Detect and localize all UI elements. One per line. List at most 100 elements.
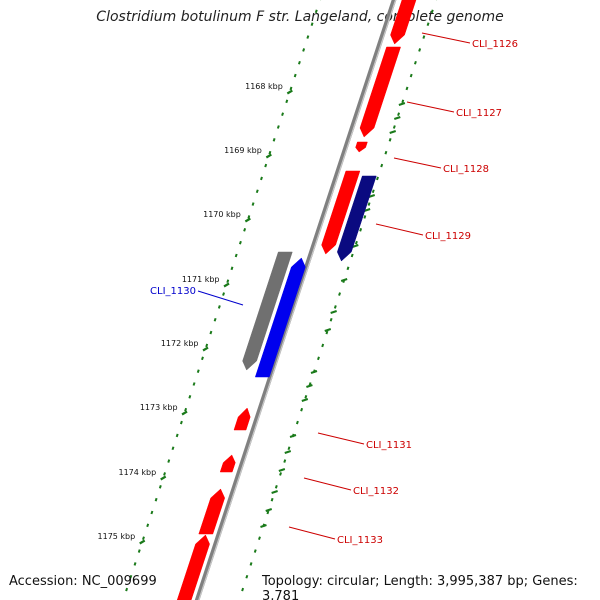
- backbone-highlight: [198, 0, 397, 600]
- tick-dot: [205, 343, 209, 348]
- tick-dot: [367, 202, 371, 206]
- minor-tick-mark: [324, 328, 332, 332]
- kbp-tick-label: 1174 kbp: [119, 468, 157, 477]
- kbp-tick-label: 1173 kbp: [140, 403, 178, 412]
- tick-dot: [325, 330, 329, 335]
- tick-dot: [321, 343, 325, 348]
- kbp-tick-mark: [139, 539, 146, 545]
- minor-tick-mark: [289, 434, 297, 438]
- gene-cli-1131: [233, 407, 251, 431]
- genome-backbone: [194, 0, 397, 600]
- label-cli-1133-leader: [288, 526, 336, 540]
- label-cli-1129[interactable]: CLI_1129: [425, 231, 471, 242]
- minor-tick-mark: [398, 102, 406, 106]
- tick-dot: [241, 587, 245, 592]
- tick-dot: [289, 86, 293, 91]
- tick-dot: [192, 382, 196, 386]
- tick-dot: [245, 574, 249, 579]
- minor-tick-mark: [340, 278, 348, 282]
- tick-dot: [167, 459, 171, 463]
- tick-dot: [430, 9, 434, 14]
- tick-dot: [401, 99, 405, 104]
- gene-cli-1129-red: [321, 170, 361, 255]
- gene-cli-1133: [198, 488, 225, 535]
- tick-dot: [268, 150, 272, 155]
- tick-dot: [272, 138, 276, 142]
- tick-dot: [274, 484, 278, 489]
- kbp-tick-label: 1175 kbp: [98, 532, 136, 541]
- tick-dot: [285, 99, 289, 104]
- tick-dot: [283, 459, 287, 463]
- tick-dot: [405, 86, 409, 91]
- gene-cli-1130: [254, 257, 306, 378]
- tick-dot: [142, 536, 145, 541]
- minor-tick-mark: [265, 508, 273, 512]
- tick-dot: [247, 215, 251, 219]
- tick-dot: [359, 227, 363, 232]
- tick-dot: [163, 472, 166, 476]
- tick-dot: [409, 73, 413, 78]
- tick-dot: [234, 253, 238, 258]
- tick-dot: [266, 510, 270, 515]
- label-cli-1126[interactable]: CLI_1126: [472, 39, 518, 50]
- label-cli-1131-leader: [317, 432, 365, 445]
- minor-tick-mark: [271, 490, 278, 494]
- tick-dot: [243, 227, 247, 232]
- tick-dot: [426, 22, 430, 27]
- gene-cli-1127: [359, 46, 401, 138]
- tick-dot: [314, 9, 318, 14]
- tick-dot: [276, 125, 280, 129]
- gene-cli-1130-gray: [242, 251, 293, 371]
- label-cli-1126-leader: [421, 32, 471, 44]
- gene-cli-1129: [337, 175, 377, 262]
- label-cli-1130[interactable]: CLI_1130: [150, 286, 196, 297]
- kbp-tick-label: 1168 kbp: [245, 82, 283, 91]
- backbone-line: [194, 0, 397, 600]
- tick-dot: [346, 266, 350, 271]
- accession-label: Accession: NC_009699: [9, 574, 157, 589]
- kbp-tick-label: 1170 kbp: [203, 210, 241, 219]
- tick-dot: [188, 395, 192, 399]
- kbp-tick-label: 1171 kbp: [182, 275, 220, 284]
- label-cli-1129-leader: [375, 223, 424, 236]
- label-cli-1130-leader: [197, 290, 244, 306]
- tick-dot: [287, 446, 291, 451]
- tick-dot: [196, 369, 200, 373]
- tick-dot: [184, 407, 188, 412]
- tick-dot: [230, 266, 234, 271]
- tick-dot: [201, 356, 204, 361]
- tick-dot: [260, 176, 263, 181]
- gene-cli-1126: [390, 0, 417, 45]
- tick-dot: [376, 176, 379, 181]
- tick-dot: [392, 125, 396, 129]
- minor-tick-mark: [260, 524, 267, 528]
- tick-dot: [158, 484, 162, 489]
- label-cli-1131[interactable]: CLI_1131: [366, 440, 412, 451]
- label-cli-1133[interactable]: CLI_1133: [337, 535, 383, 546]
- kbp-tick-mark: [202, 346, 209, 352]
- tick-dot-tracks: [125, 0, 438, 592]
- tick-dot: [304, 395, 308, 399]
- minor-tick-mark: [306, 384, 313, 388]
- tick-dot: [422, 35, 426, 39]
- tick-dot: [133, 562, 137, 566]
- tick-dot: [317, 356, 320, 361]
- label-cli-1127[interactable]: CLI_1127: [456, 108, 502, 119]
- tick-dot: [300, 407, 304, 412]
- tick-dot: [213, 317, 217, 322]
- label-cli-1128[interactable]: CLI_1128: [443, 164, 489, 175]
- tick-dot: [329, 317, 333, 322]
- tick-dot: [310, 22, 314, 27]
- tick-dot: [333, 305, 337, 309]
- tick-dot: [295, 420, 299, 425]
- tick-dot: [270, 497, 274, 502]
- tick-dot: [413, 60, 417, 65]
- tick-dot: [380, 163, 384, 168]
- kbp-ticks: 1168 kbp 1169 kbp 1170 kbp 1171 kbp 1172 kbp…: [98, 82, 406, 545]
- tick-dot: [253, 549, 257, 553]
- label-cli-1132[interactable]: CLI_1132: [353, 486, 399, 497]
- minor-tick-mark: [389, 130, 397, 134]
- tick-dot: [249, 562, 253, 566]
- label-cli-1128-leader: [393, 157, 442, 169]
